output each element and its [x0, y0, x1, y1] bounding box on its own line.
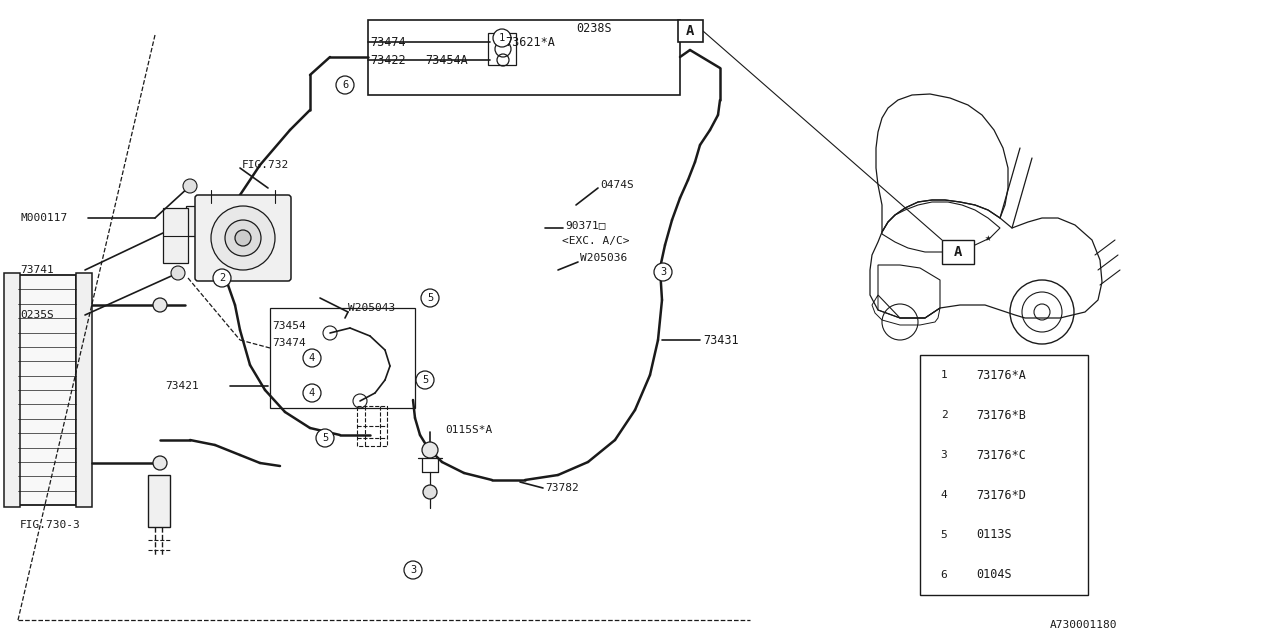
Text: 4: 4	[308, 353, 315, 363]
Circle shape	[932, 563, 956, 587]
Bar	[488, 33, 516, 65]
Text: 73176*A: 73176*A	[977, 369, 1025, 381]
Circle shape	[236, 230, 251, 246]
Circle shape	[316, 429, 334, 447]
Circle shape	[172, 266, 186, 280]
Text: 0474S: 0474S	[600, 180, 634, 190]
Bar	[369, 20, 680, 95]
Text: A: A	[954, 245, 963, 259]
Text: M000117: M000117	[20, 213, 68, 223]
Text: 73621*A: 73621*A	[506, 35, 554, 49]
Circle shape	[932, 483, 956, 507]
Bar	[270, 308, 415, 408]
Text: 1: 1	[499, 33, 506, 43]
Text: 2: 2	[941, 410, 947, 420]
Text: 6: 6	[342, 80, 348, 90]
Circle shape	[493, 29, 511, 47]
Text: 73741: 73741	[20, 265, 54, 275]
Circle shape	[225, 220, 261, 256]
FancyBboxPatch shape	[195, 195, 291, 281]
Text: ★: ★	[984, 233, 992, 243]
Text: 73176*D: 73176*D	[977, 488, 1025, 502]
Text: 73474: 73474	[370, 35, 406, 49]
Bar	[148, 475, 170, 527]
Bar	[76, 273, 92, 507]
Text: 0104S: 0104S	[977, 568, 1011, 582]
Text: 73431: 73431	[703, 333, 739, 346]
Circle shape	[154, 298, 166, 312]
Text: 73422: 73422	[370, 54, 406, 67]
Circle shape	[932, 363, 956, 387]
Text: <EXC. A/C>: <EXC. A/C>	[562, 236, 630, 246]
Text: 2: 2	[219, 273, 225, 283]
Text: 0115S*A: 0115S*A	[445, 425, 493, 435]
Text: 6: 6	[941, 570, 947, 580]
Circle shape	[421, 289, 439, 307]
Circle shape	[337, 76, 355, 94]
Text: A730001180: A730001180	[1050, 620, 1117, 630]
Text: 3: 3	[660, 267, 666, 277]
Bar	[4, 273, 20, 507]
Bar	[678, 20, 703, 42]
Circle shape	[422, 485, 436, 499]
Bar	[18, 275, 76, 505]
Bar	[357, 406, 387, 446]
Text: 73782: 73782	[545, 483, 579, 493]
Circle shape	[404, 561, 422, 579]
Text: 0235S: 0235S	[20, 310, 54, 320]
Text: 73176*C: 73176*C	[977, 449, 1025, 461]
Text: 1: 1	[941, 370, 947, 380]
Circle shape	[932, 403, 956, 427]
Text: 5: 5	[941, 530, 947, 540]
Text: FIG.730-3: FIG.730-3	[20, 520, 81, 530]
Circle shape	[303, 349, 321, 367]
Text: 4: 4	[308, 388, 315, 398]
Circle shape	[212, 269, 230, 287]
Circle shape	[932, 443, 956, 467]
Text: W205036: W205036	[580, 253, 627, 263]
Text: 4: 4	[941, 490, 947, 500]
Text: 73421: 73421	[165, 381, 198, 391]
Circle shape	[211, 206, 275, 270]
Circle shape	[303, 384, 321, 402]
Bar	[186, 206, 204, 236]
Text: 73176*B: 73176*B	[977, 408, 1025, 422]
Circle shape	[416, 371, 434, 389]
Bar	[920, 355, 1088, 595]
Circle shape	[422, 442, 438, 458]
Circle shape	[154, 456, 166, 470]
Bar	[163, 208, 188, 263]
Circle shape	[654, 263, 672, 281]
Circle shape	[932, 523, 956, 547]
Text: 73474: 73474	[273, 338, 306, 348]
Text: 5: 5	[321, 433, 328, 443]
Text: 73454A: 73454A	[425, 54, 467, 67]
Text: 0113S: 0113S	[977, 529, 1011, 541]
Text: 5: 5	[422, 375, 428, 385]
Bar	[942, 240, 974, 264]
Text: 90371□: 90371□	[564, 220, 605, 230]
Text: 3: 3	[410, 565, 416, 575]
Text: 5: 5	[426, 293, 433, 303]
Text: 3: 3	[941, 450, 947, 460]
Text: 73454: 73454	[273, 321, 306, 331]
Circle shape	[183, 179, 197, 193]
Text: FIG.732: FIG.732	[242, 160, 289, 170]
Text: W205043: W205043	[348, 303, 396, 313]
Text: A: A	[686, 24, 694, 38]
Text: 0238S: 0238S	[576, 22, 612, 35]
